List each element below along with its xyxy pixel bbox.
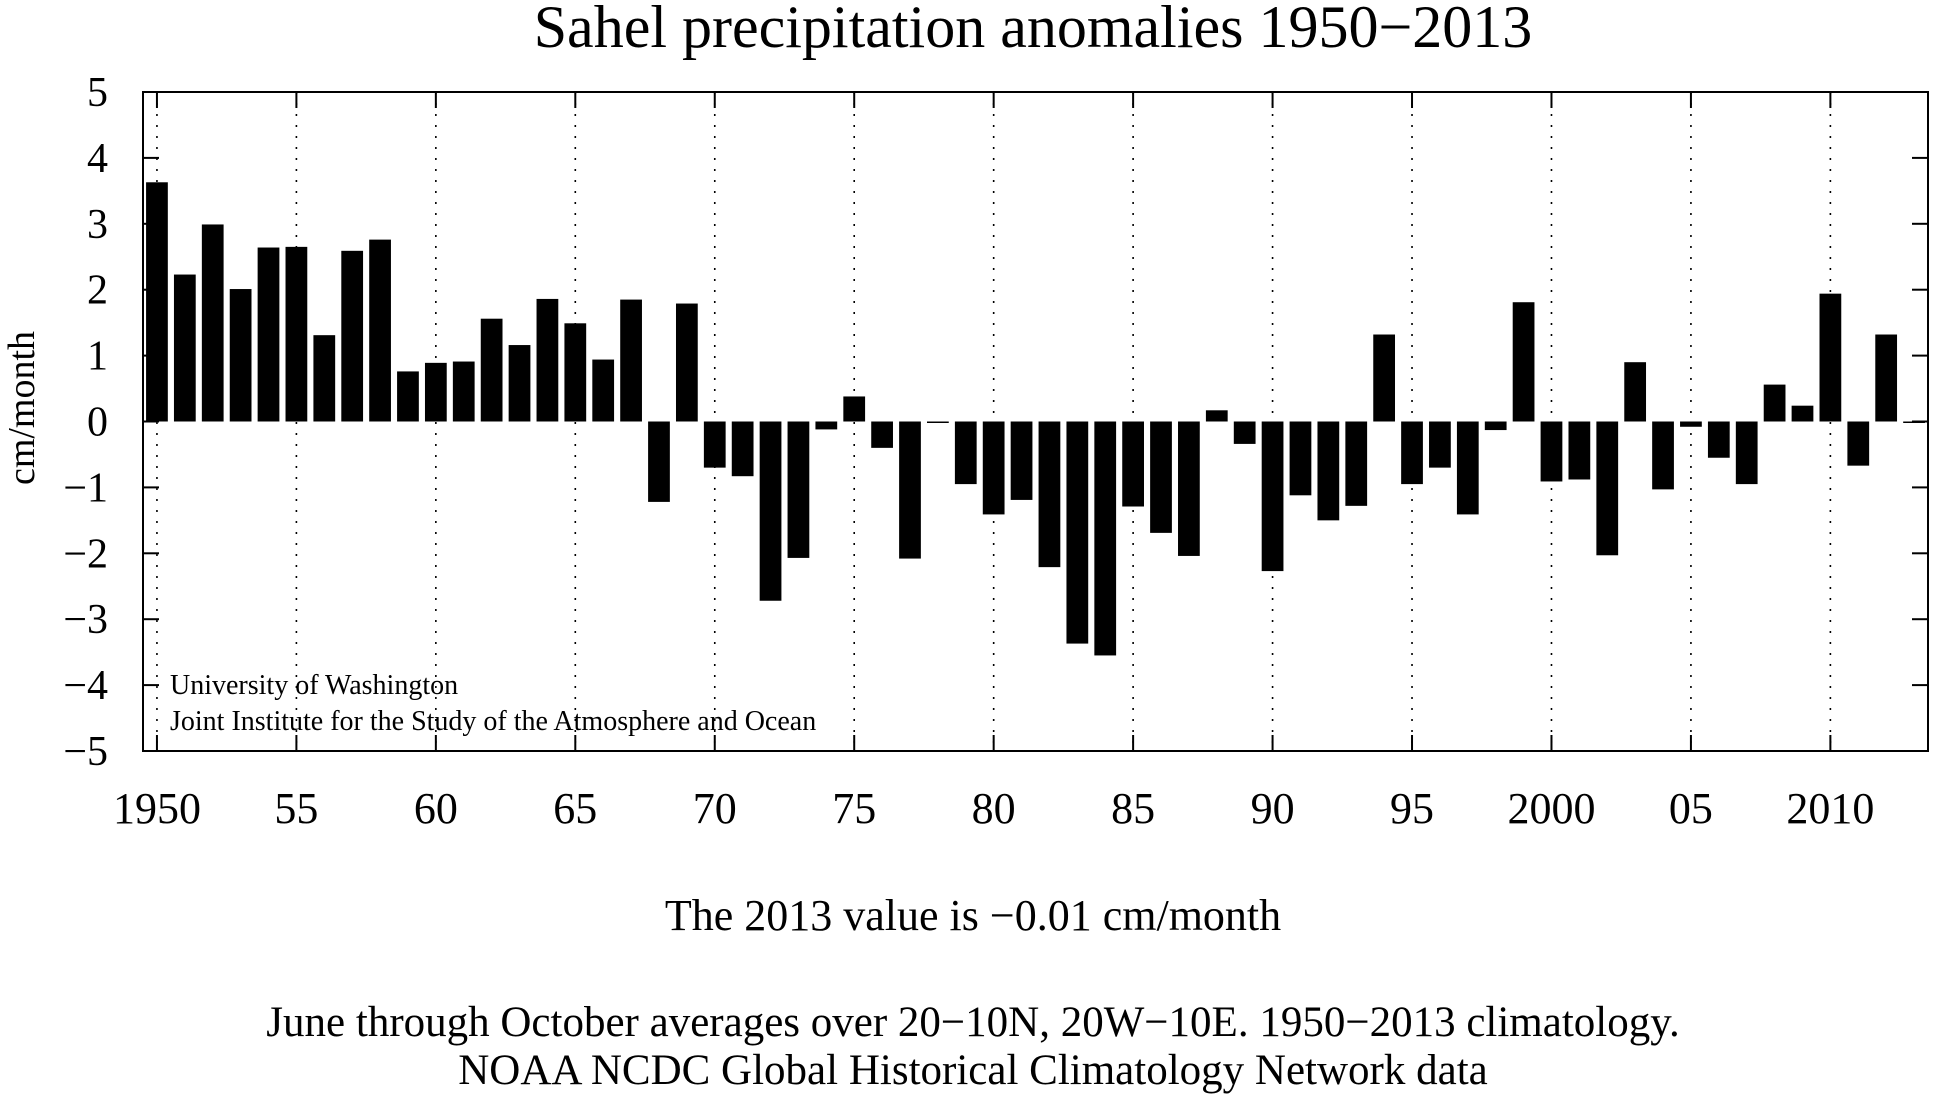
bar-1974 (815, 421, 838, 430)
y-tick-label: −5 (63, 729, 108, 775)
bar-1989 (1233, 421, 1256, 444)
bar-1987 (1178, 421, 1200, 556)
bar-1991 (1289, 421, 1312, 496)
bar-1980 (982, 421, 1005, 515)
bar-1976 (871, 421, 893, 448)
bar-1952 (201, 224, 224, 422)
annotation-university: University of Washington (170, 670, 458, 701)
bar-2010 (1819, 293, 1842, 422)
x-axis-ticks: 1950 55 60 65 70 75 80 85 90 95 2000 05 2010 (113, 92, 1874, 833)
y-axis-label: cm/month (1, 331, 43, 485)
bar-1978 (927, 421, 949, 423)
bar-2005 (1680, 421, 1702, 427)
description-caption: June through October averages over 20−10… (266, 999, 1680, 1046)
bar-1975 (843, 396, 866, 422)
bar-1966 (592, 359, 615, 422)
bar-1998 (1484, 421, 1507, 431)
bar-1958 (369, 239, 391, 422)
x-tick-label: 65 (553, 784, 597, 833)
bar-1973 (787, 421, 810, 558)
x-tick-label: 80 (972, 784, 1016, 833)
bar-1957 (341, 250, 364, 422)
bars (146, 182, 1925, 656)
bar-1986 (1150, 421, 1172, 533)
source-caption: NOAA NCDC Global Historical Climatology … (458, 1047, 1488, 1094)
y-axis-ticks: 5 4 3 2 1 0 −1 −2 −3 −4 −5 (63, 70, 1928, 775)
bar-1955 (285, 246, 308, 422)
bar-1951 (173, 274, 196, 422)
y-tick-label: 5 (87, 70, 108, 116)
bar-1964 (536, 298, 559, 422)
y-tick-label: 3 (87, 202, 108, 248)
bar-1990 (1261, 421, 1284, 572)
bar-1977 (899, 421, 921, 559)
y-tick-label: −1 (63, 465, 108, 511)
bar-1969 (675, 303, 698, 422)
bar-2008 (1763, 384, 1786, 422)
bar-2006 (1707, 421, 1730, 458)
bar-2000 (1540, 421, 1563, 482)
bar-2001 (1568, 421, 1591, 480)
bar-2011 (1847, 421, 1870, 466)
bar-1965 (564, 323, 587, 422)
bar-1950 (146, 182, 168, 422)
bar-2007 (1735, 421, 1758, 485)
bar-1954 (257, 247, 280, 422)
annotation-institute: Joint Institute for the Study of the Atm… (170, 706, 816, 737)
x-tick-label: 05 (1669, 784, 1713, 833)
y-tick-label: 0 (87, 400, 108, 446)
bar-1988 (1205, 410, 1228, 422)
bar-1995 (1401, 421, 1423, 485)
y-tick-label: 4 (87, 136, 108, 182)
bar-1968 (648, 421, 670, 502)
x-tick-label: 70 (693, 784, 737, 833)
x-tick-label: 85 (1111, 784, 1155, 833)
bar-1999 (1512, 302, 1535, 422)
bar-2009 (1791, 405, 1814, 422)
x-tick-label: 95 (1390, 784, 1434, 833)
bar-1970 (703, 421, 726, 468)
annotations: University of Washington Joint Institute… (170, 670, 816, 737)
bar-1967 (620, 299, 642, 422)
bar-1985 (1122, 421, 1144, 507)
x-tick-label: 75 (832, 784, 876, 833)
x-tick-label: 60 (414, 784, 458, 833)
y-tick-label: −4 (63, 663, 108, 709)
bar-1953 (229, 289, 252, 422)
x-tick-label: 55 (274, 784, 318, 833)
bar-1956 (313, 335, 336, 422)
chart-title: Sahel precipitation anomalies 1950−2013 (534, 0, 1533, 60)
bar-2003 (1624, 362, 1647, 422)
bar-1960 (424, 362, 447, 422)
bar-1971 (731, 421, 754, 477)
bar-1962 (480, 318, 503, 422)
y-tick-label: 1 (87, 334, 108, 380)
bar-1982 (1038, 421, 1061, 568)
y-tick-label: −2 (63, 531, 108, 577)
y-tick-label: 2 (87, 268, 108, 314)
bar-2012 (1875, 334, 1898, 422)
bar-1983 (1066, 421, 1089, 644)
y-tick-label: −3 (63, 597, 108, 643)
latest-value-caption: The 2013 value is −0.01 cm/month (664, 891, 1282, 940)
bar-1961 (452, 361, 475, 422)
bar-1997 (1456, 421, 1479, 515)
x-tick-label: 2010 (1786, 784, 1874, 833)
x-tick-label: 2000 (1507, 784, 1595, 833)
bar-1979 (954, 421, 977, 485)
bar-1996 (1429, 421, 1451, 468)
bar-2004 (1652, 421, 1674, 490)
bar-1972 (759, 421, 782, 601)
bar-1994 (1373, 334, 1396, 422)
bar-1959 (397, 371, 419, 422)
x-tick-label: 1950 (113, 784, 201, 833)
x-tick-label: 90 (1251, 784, 1295, 833)
bar-1993 (1345, 421, 1368, 506)
bar-1992 (1317, 421, 1340, 521)
bar-1984 (1094, 421, 1117, 656)
bar-1963 (508, 345, 531, 422)
bar-2002 (1596, 421, 1619, 556)
bar-1981 (1010, 421, 1033, 500)
